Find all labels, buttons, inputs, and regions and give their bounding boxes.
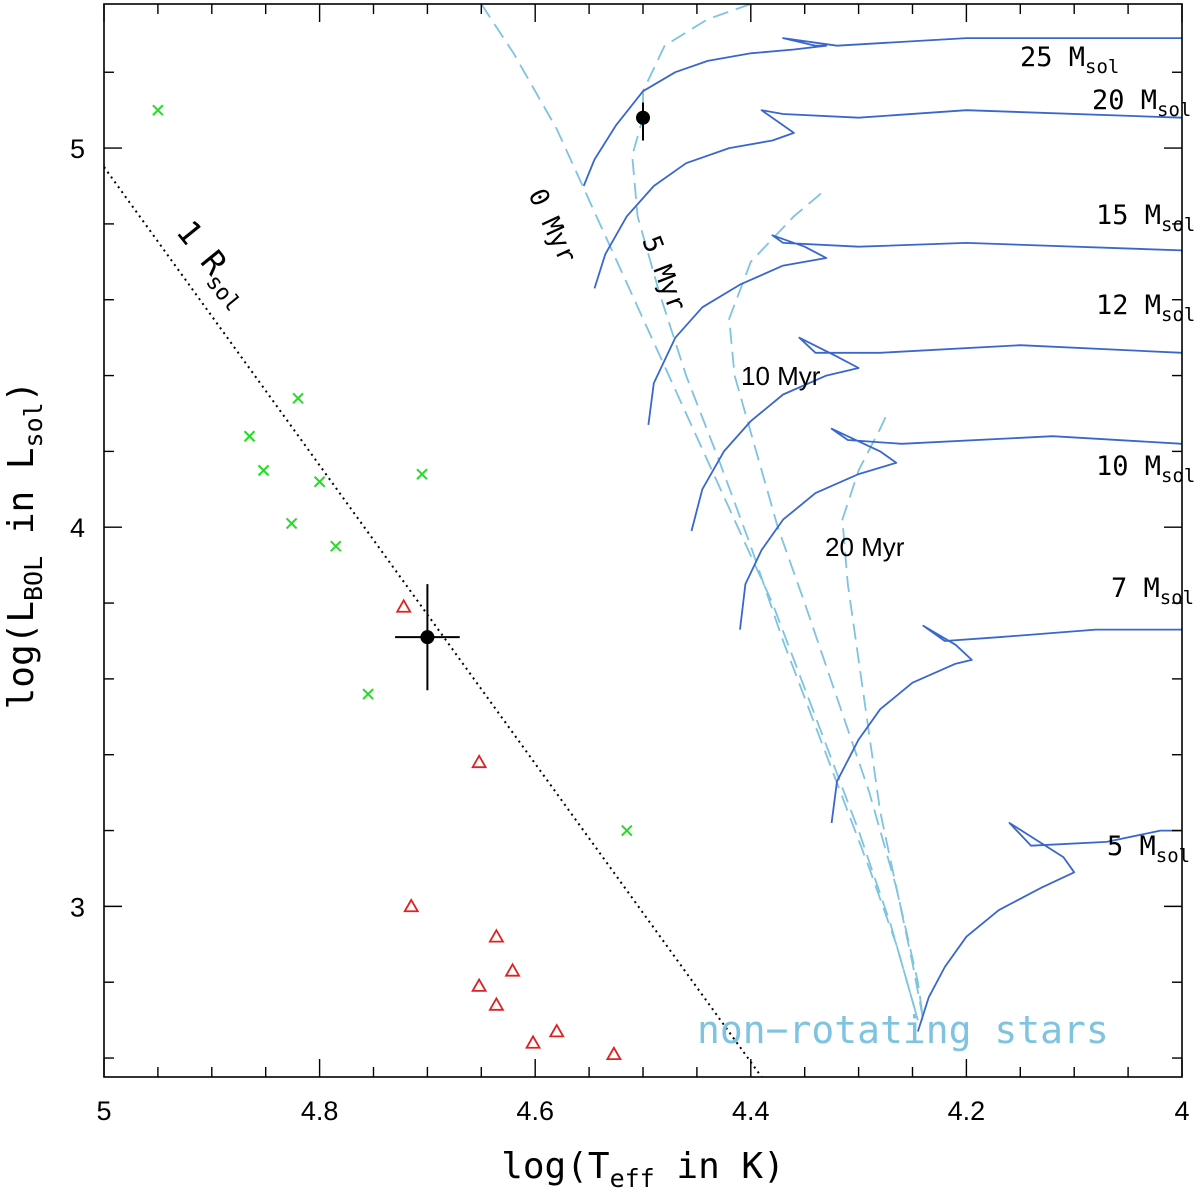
triangle-marker [471,977,488,992]
cross-stroke [285,517,298,530]
track-label-7: 7 Msol [1111,573,1194,609]
x-tick-label: 4.4 [732,1096,770,1126]
x-axis-label: log(Teff in K) [501,1146,785,1193]
track-label-15: 15 Msol [1096,200,1195,236]
cross-stroke [313,476,326,488]
y-tick-label: 3 [70,892,85,922]
track-5-m [917,822,1182,1032]
cross-marker [362,688,374,700]
point-marker [636,110,650,125]
y-tick-label: 4 [70,513,85,543]
y-axis-label: log(LBOL in Lsol) [1,381,48,710]
cross-stroke [330,540,342,552]
cross-marker [292,392,304,405]
track-labels: 25 Msol 20 Msol 15 Msol 12 Msol 10 Msol … [1020,42,1195,867]
x-tick-label: 4.6 [516,1096,554,1126]
black-point [636,102,650,141]
ticks-layer: 5 4.8 4.6 4.4 4.2 4 3 4 5 [70,4,1190,1126]
cross-marker [416,468,428,480]
triangle-marker [403,898,420,913]
isochrone-label-5: 5 Myr [635,232,691,316]
track-label-5: 5 Msol [1107,831,1190,867]
isochrone-label-20: 20 Myr [825,532,905,562]
isochrone-5-myr [631,4,919,1021]
triangle-marker [504,962,521,977]
cross-stroke [621,824,633,837]
track-label-12: 12 Msol [1096,290,1195,326]
cross-stroke [362,688,374,700]
black-point [395,584,460,691]
cross-marker [257,464,270,477]
cross-stroke [152,104,164,116]
isochrones-layer [480,4,925,1021]
cross-marker [330,540,342,552]
cross-stroke [416,468,428,480]
track-12-m [690,336,1182,532]
tracks-layer [582,37,1182,1032]
isochrone-10-myr [728,192,925,1021]
triangle-marker [524,1034,542,1049]
track-10-m [739,427,1182,630]
x-tick-label: 5 [96,1096,111,1126]
cross-stroke [257,464,270,477]
cross-marker [285,517,298,530]
track-label-20: 20 Msol [1092,85,1191,121]
triangle-marker [395,598,412,613]
triangle-marker [605,1045,622,1061]
triangle-marker [488,928,505,943]
x-tick-label: 4 [1174,1096,1189,1126]
track-25-m [582,37,1182,187]
radius-line-label: 1 Rsol [164,213,260,316]
radius-line [104,166,763,1077]
cross-marker [313,476,326,488]
cross-stroke [292,392,304,405]
cross-marker [152,104,164,116]
track-label-10: 10 Msol [1096,451,1195,487]
isochrone-label-0: 0 Myr [522,184,582,268]
x-tick-label: 4.2 [948,1096,986,1126]
cross-marker [243,430,256,442]
triangle-marker [548,1023,565,1038]
cross-marker [621,824,633,837]
plot-frame [103,3,1183,1078]
legend-non-rotating: non−rotating stars [697,1008,1109,1052]
point-marker [420,630,435,645]
markers-layer [152,102,650,1061]
track-20-m [593,109,1182,289]
track-7-m [830,624,1182,824]
triangle-marker [488,996,505,1011]
radius-line-layer [104,166,763,1077]
isochrone-label-10: 10 Myr [741,361,821,391]
cross-stroke [243,430,256,442]
x-tick-label: 4.8 [301,1096,339,1126]
y-tick-label: 5 [70,134,85,164]
track-label-25: 25 Msol [1020,42,1119,78]
isochrone-0-myr [480,4,919,1021]
isochrone-20-myr [841,416,925,1021]
triangle-marker [471,753,488,769]
track-15-m [647,234,1182,426]
